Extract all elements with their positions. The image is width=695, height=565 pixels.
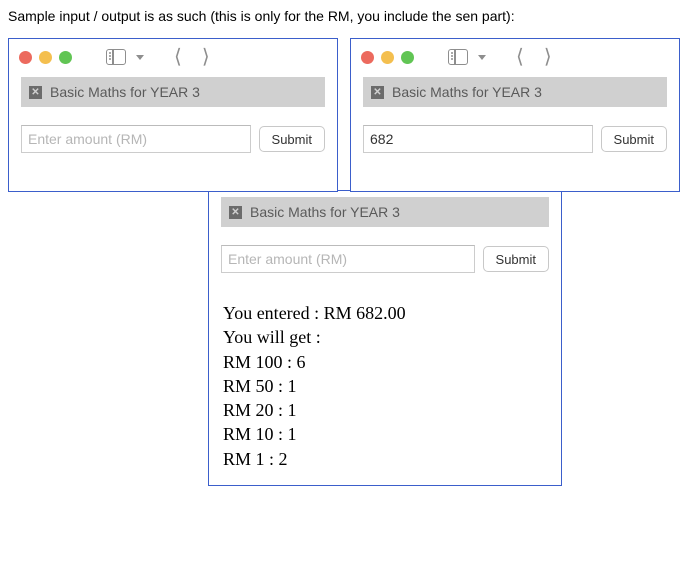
- submit-button[interactable]: Submit: [259, 126, 325, 152]
- close-icon[interactable]: ✕: [229, 206, 242, 219]
- nav-forward-icon[interactable]: ⟩: [202, 47, 210, 67]
- submit-button[interactable]: Submit: [601, 126, 667, 152]
- chevron-down-icon[interactable]: [136, 55, 144, 60]
- window-chrome: ⟨ ⟩: [9, 39, 337, 75]
- app-window-2: ⟨ ⟩ ✕ Basic Maths for YEAR 3 Submit: [350, 38, 680, 192]
- close-icon[interactable]: ✕: [29, 86, 42, 99]
- window-title: Basic Maths for YEAR 3: [50, 84, 200, 100]
- traffic-lights: [19, 51, 72, 64]
- maximize-window-icon[interactable]: [401, 51, 414, 64]
- output-line: RM 20 : 1: [223, 398, 547, 422]
- title-bar: ✕ Basic Maths for YEAR 3: [21, 77, 325, 107]
- title-bar: ✕ Basic Maths for YEAR 3: [221, 197, 549, 227]
- input-row: Submit: [9, 107, 337, 153]
- output-line: RM 100 : 6: [223, 350, 547, 374]
- nav-back-icon[interactable]: ⟨: [174, 47, 182, 67]
- close-window-icon[interactable]: [361, 51, 374, 64]
- output-line: RM 1 : 2: [223, 447, 547, 471]
- nav-forward-icon[interactable]: ⟩: [544, 47, 552, 67]
- window-title: Basic Maths for YEAR 3: [250, 204, 400, 220]
- submit-button[interactable]: Submit: [483, 246, 549, 272]
- title-bar: ✕ Basic Maths for YEAR 3: [363, 77, 667, 107]
- close-window-icon[interactable]: [19, 51, 32, 64]
- chevron-down-icon[interactable]: [478, 55, 486, 60]
- output-panel: You entered : RM 682.00 You will get : R…: [209, 273, 561, 475]
- window-title: Basic Maths for YEAR 3: [392, 84, 542, 100]
- amount-input[interactable]: [221, 245, 475, 273]
- app-window-1: ⟨ ⟩ ✕ Basic Maths for YEAR 3 Submit: [8, 38, 338, 192]
- output-entered: You entered : RM 682.00: [223, 301, 547, 325]
- maximize-window-icon[interactable]: [59, 51, 72, 64]
- traffic-lights: [361, 51, 414, 64]
- minimize-window-icon[interactable]: [381, 51, 394, 64]
- sidebar-toggle-icon[interactable]: [106, 49, 126, 65]
- amount-input[interactable]: [363, 125, 593, 153]
- close-icon[interactable]: ✕: [371, 86, 384, 99]
- output-willget: You will get :: [223, 325, 547, 349]
- input-row: Submit: [351, 107, 679, 153]
- output-line: RM 50 : 1: [223, 374, 547, 398]
- minimize-window-icon[interactable]: [39, 51, 52, 64]
- nav-back-icon[interactable]: ⟨: [516, 47, 524, 67]
- app-window-3: ✕ Basic Maths for YEAR 3 Submit You ente…: [208, 190, 562, 486]
- window-chrome: ⟨ ⟩: [351, 39, 679, 75]
- input-row: Submit: [209, 227, 561, 273]
- output-line: RM 10 : 1: [223, 422, 547, 446]
- amount-input[interactable]: [21, 125, 251, 153]
- instruction-text: Sample input / output is as such (this i…: [8, 8, 687, 24]
- sidebar-toggle-icon[interactable]: [448, 49, 468, 65]
